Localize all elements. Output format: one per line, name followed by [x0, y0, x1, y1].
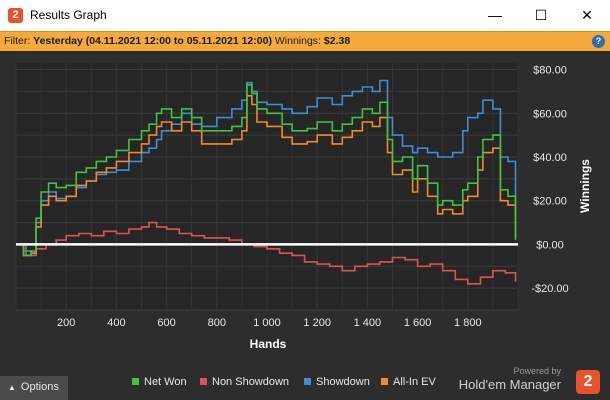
options-label: Options [20, 381, 59, 393]
legend-label: Net Won [144, 376, 187, 388]
series-line-all-in-ev [16, 95, 517, 257]
x-tick-label: 800 [208, 317, 226, 329]
legend-label: Showdown [316, 376, 370, 388]
y-tick-label: $40.00 [533, 152, 567, 164]
legend-label: All-In EV [393, 376, 436, 388]
options-button[interactable]: ▲ Options [0, 376, 68, 400]
legend-item-non-showdown[interactable]: Non Showdown [200, 376, 289, 388]
chart-area: $80.00 $60.00 $40.00 $20.00 $0.00 -$20.00 200… [0, 51, 610, 366]
net-won-swatch [132, 378, 139, 385]
x-tick-label: 1 200 [303, 317, 331, 329]
powered-by-text: Powered by [513, 366, 561, 376]
winnings-label: Winnings: [274, 35, 321, 47]
x-tick-label: 200 [57, 317, 75, 329]
legend-item-showdown[interactable]: Showdown [304, 376, 370, 388]
non-showdown-swatch [200, 378, 207, 385]
grid [15, 63, 519, 311]
filter-bar[interactable]: Filter: Yesterday (04.11.2021 12:00 to 0… [0, 31, 610, 51]
filter-prefix: Filter: [4, 35, 31, 47]
series-line-net-won [16, 84, 517, 257]
results-chart: $80.00 $60.00 $40.00 $20.00 $0.00 -$20.00 200… [15, 63, 592, 351]
y-tick-label: $20.00 [533, 196, 567, 208]
maximize-button[interactable]: ☐ [534, 7, 548, 23]
app-logo-icon: 2 [8, 8, 23, 23]
y-tick-label: $80.00 [533, 65, 567, 77]
title-bar[interactable]: 2 Results Graph — ☐ ✕ [0, 0, 610, 31]
winnings-value: $2.38 [323, 35, 351, 47]
legend-item-all-in-ev[interactable]: All-In EV [381, 376, 436, 388]
showdown-swatch [304, 378, 311, 385]
x-tick-label: 600 [157, 317, 175, 329]
brand-block: Powered by Hold'em Manager 2 [459, 366, 602, 400]
brand-name: Hold'em Manager [458, 377, 561, 392]
help-icon[interactable]: ? [592, 35, 605, 48]
legend-label: Non Showdown [212, 376, 290, 388]
x-tick-label: 400 [107, 317, 125, 329]
x-tick-label: 1 400 [354, 317, 382, 329]
y-tick-labels: $80.00 $60.00 $40.00 $20.00 $0.00 -$20.00 [531, 65, 568, 296]
series-line-non-showdown [16, 221, 517, 285]
all-in-ev-swatch [381, 378, 388, 385]
close-button[interactable]: ✕ [581, 7, 593, 23]
x-tick-label: 1 000 [253, 317, 281, 329]
series-lines [16, 79, 517, 285]
filter-summary[interactable]: Filter: Yesterday (04.11.2021 12:00 to 0… [4, 32, 350, 51]
minimize-button[interactable]: — [488, 7, 502, 23]
y-tick-label: -$20.00 [531, 283, 568, 295]
x-tick-label: 1 600 [404, 317, 432, 329]
bottom-bar: ▲ Options Net Won Non Showdown Showdown A… [0, 366, 610, 400]
y-tick-label: $60.00 [533, 108, 567, 120]
x-tick-labels: 200 400 600 800 1 000 1 200 1 400 1 600 1 800 [57, 317, 482, 329]
hm2-logo-icon: 2 [576, 370, 600, 394]
x-tick-label: 1 800 [454, 317, 482, 329]
filter-range: Yesterday (04.11.2021 12:00 to 05.11.202… [33, 35, 272, 47]
y-axis-label: Winnings [578, 159, 592, 213]
legend-item-net-won[interactable]: Net Won [132, 376, 187, 388]
window-title: Results Graph [30, 8, 107, 22]
x-axis-label: Hands [250, 337, 287, 351]
y-tick-label: $0.00 [536, 239, 564, 251]
chevron-up-icon: ▲ [8, 383, 16, 392]
